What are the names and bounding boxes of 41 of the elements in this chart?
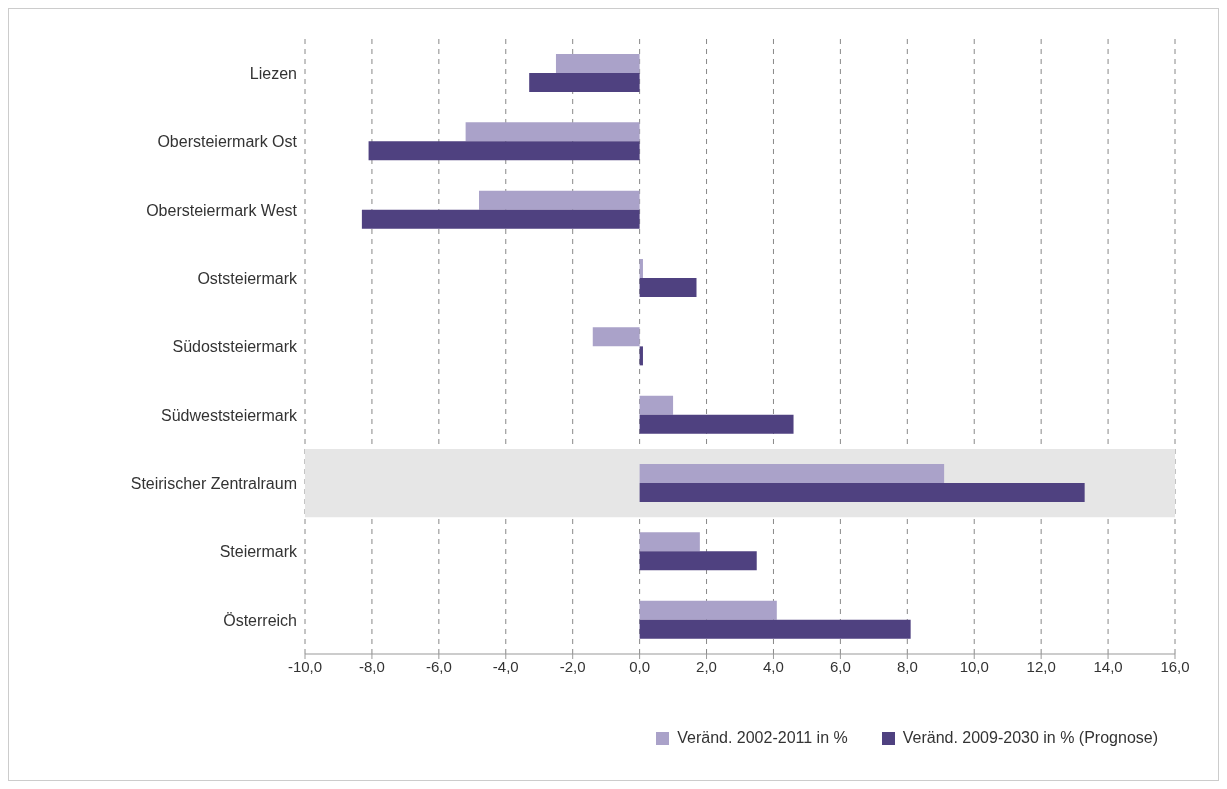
x-tick-label: 16,0 bbox=[1160, 657, 1190, 675]
x-tick-label: 14,0 bbox=[1093, 657, 1123, 675]
bar bbox=[639, 464, 945, 484]
y-tick-label: Obersteiermark West bbox=[146, 201, 298, 219]
y-tick-label: Südweststeiermark bbox=[160, 406, 298, 424]
x-tick-label: -6,0 bbox=[425, 657, 452, 675]
y-tick-label: Oststeiermark bbox=[197, 269, 298, 287]
x-tick-label: -2,0 bbox=[559, 657, 586, 675]
y-tick-label: Obersteiermark Ost bbox=[157, 133, 298, 151]
bar bbox=[592, 327, 640, 347]
y-tick-label: Südoststeiermark bbox=[172, 338, 298, 356]
bar bbox=[639, 532, 700, 552]
legend-label: Veränd. 2009-2030 in % (Prognose) bbox=[902, 729, 1158, 747]
x-tick-label: 6,0 bbox=[829, 657, 851, 675]
y-tick-label: Österreich bbox=[223, 611, 297, 629]
bar bbox=[555, 54, 640, 74]
x-tick-label: 0,0 bbox=[629, 657, 651, 675]
bar bbox=[361, 209, 640, 229]
x-tick-label: -4,0 bbox=[492, 657, 519, 675]
bar bbox=[368, 141, 640, 161]
x-tick-label: 2,0 bbox=[696, 657, 717, 675]
bar bbox=[639, 414, 794, 434]
x-tick-label: -8,0 bbox=[358, 657, 385, 675]
x-tick-label: 10,0 bbox=[959, 657, 989, 675]
y-tick-label: Steiermark bbox=[219, 543, 298, 561]
bar bbox=[479, 190, 640, 210]
x-tick-label: 4,0 bbox=[763, 657, 784, 675]
x-tick-label: -10,0 bbox=[287, 657, 323, 675]
bar bbox=[639, 483, 1085, 503]
y-tick-label: Steirischer Zentralraum bbox=[130, 474, 297, 492]
legend-label: Veränd. 2002-2011 in % bbox=[677, 729, 848, 747]
bar bbox=[529, 73, 640, 93]
bar bbox=[465, 122, 640, 142]
bar bbox=[639, 619, 911, 639]
y-tick-label: Liezen bbox=[249, 64, 297, 82]
bar bbox=[639, 395, 674, 415]
bar bbox=[639, 551, 757, 571]
bar bbox=[639, 278, 697, 298]
x-tick-label: 8,0 bbox=[896, 657, 918, 675]
bar bbox=[639, 600, 777, 620]
x-tick-label: 12,0 bbox=[1026, 657, 1056, 675]
